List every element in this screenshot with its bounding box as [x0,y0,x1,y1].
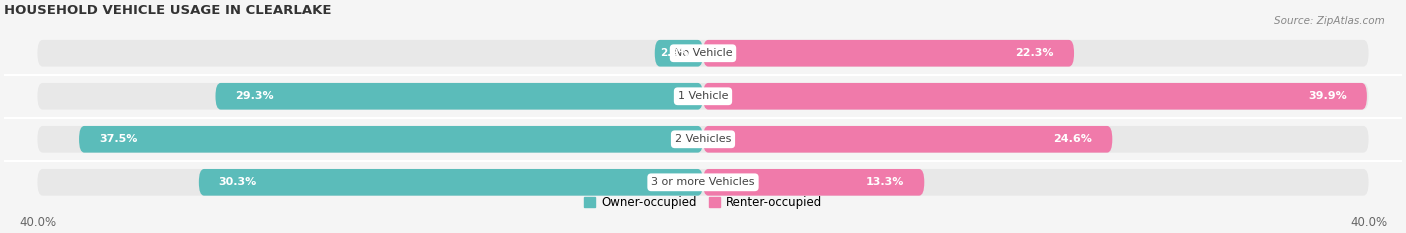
FancyBboxPatch shape [79,126,703,153]
Text: 30.3%: 30.3% [219,177,257,187]
FancyBboxPatch shape [703,83,1367,110]
Text: 13.3%: 13.3% [866,177,904,187]
FancyBboxPatch shape [703,40,1074,67]
Text: 3 or more Vehicles: 3 or more Vehicles [651,177,755,187]
FancyBboxPatch shape [215,83,703,110]
Text: Source: ZipAtlas.com: Source: ZipAtlas.com [1274,16,1385,26]
Text: 22.3%: 22.3% [1015,48,1054,58]
FancyBboxPatch shape [38,40,1368,67]
Legend: Owner-occupied, Renter-occupied: Owner-occupied, Renter-occupied [579,191,827,214]
FancyBboxPatch shape [198,169,703,196]
Text: 2.9%: 2.9% [659,48,689,58]
Text: No Vehicle: No Vehicle [673,48,733,58]
Text: 39.9%: 39.9% [1308,91,1347,101]
FancyBboxPatch shape [38,83,1368,110]
Text: 2 Vehicles: 2 Vehicles [675,134,731,144]
Text: 37.5%: 37.5% [98,134,138,144]
FancyBboxPatch shape [703,126,1112,153]
FancyBboxPatch shape [655,40,703,67]
Text: 29.3%: 29.3% [235,91,274,101]
Text: 24.6%: 24.6% [1053,134,1092,144]
FancyBboxPatch shape [703,169,924,196]
Text: HOUSEHOLD VEHICLE USAGE IN CLEARLAKE: HOUSEHOLD VEHICLE USAGE IN CLEARLAKE [4,4,332,17]
FancyBboxPatch shape [38,126,1368,153]
Text: 1 Vehicle: 1 Vehicle [678,91,728,101]
FancyBboxPatch shape [38,169,1368,196]
